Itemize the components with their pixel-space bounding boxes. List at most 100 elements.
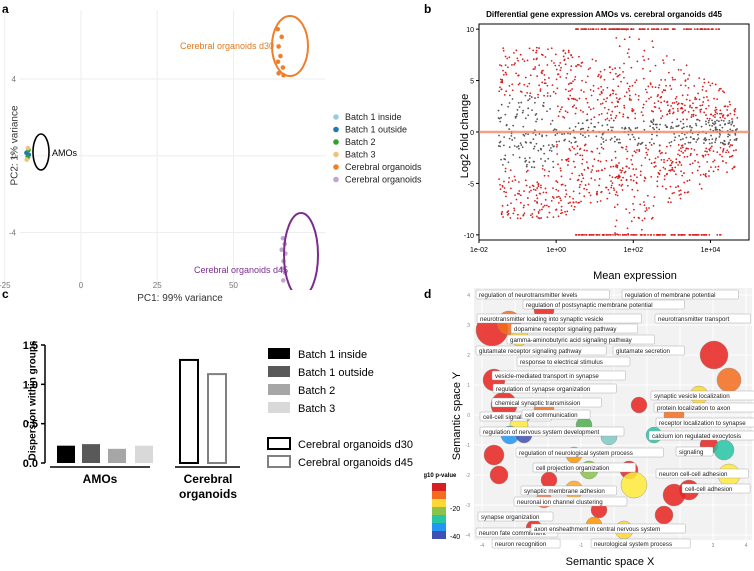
- ma-ytick-label: 5: [470, 79, 474, 86]
- dispersion-bar: [207, 373, 227, 464]
- ma-point: [536, 75, 539, 78]
- ma-point: [583, 187, 586, 190]
- ma-point: [729, 112, 732, 115]
- ma-point: [525, 141, 528, 144]
- ma-point: [508, 137, 511, 140]
- ma-point: [502, 49, 505, 52]
- ma-point: [621, 28, 623, 31]
- ma-point: [519, 53, 522, 56]
- ma-point: [681, 103, 684, 105]
- ma-point: [611, 182, 614, 185]
- ma-point: [627, 87, 630, 90]
- ma-point: [554, 92, 557, 95]
- ma-point: [634, 93, 637, 96]
- ma-point: [569, 82, 572, 85]
- semantic-term-box: [516, 356, 631, 367]
- ma-point: [683, 181, 686, 184]
- ma-point: [701, 233, 703, 236]
- ma-point: [666, 113, 668, 116]
- panel-label-b: b: [424, 2, 432, 16]
- ma-point: [689, 125, 691, 128]
- ma-point: [665, 145, 668, 148]
- ma-point: [668, 141, 671, 144]
- ma-point: [671, 102, 674, 104]
- ma-point: [552, 216, 555, 219]
- semantic-term-label: neurological system process: [594, 541, 672, 548]
- ma-point: [679, 197, 682, 200]
- ma-point: [643, 28, 645, 31]
- ma-point: [628, 36, 631, 39]
- ma-point: [614, 67, 617, 70]
- ma-point: [567, 90, 570, 93]
- ma-point: [630, 178, 632, 181]
- pca-annotation-d45: Cerebral organoids d45: [194, 265, 288, 275]
- ma-point: [653, 102, 656, 104]
- ma-point: [625, 91, 628, 94]
- ma-point: [561, 106, 563, 109]
- ma-point: [618, 66, 621, 69]
- ma-point: [572, 201, 575, 204]
- semantic-bubble: [620, 471, 648, 499]
- ma-point: [666, 126, 669, 129]
- semantic-term-box: [492, 383, 617, 394]
- semantic-ytick: 4: [467, 293, 470, 299]
- bars-group-label-amos: AMOs: [82, 472, 118, 486]
- ma-point: [552, 197, 555, 199]
- ma-point: [657, 171, 660, 174]
- ma-point: [657, 94, 659, 96]
- ma-point: [504, 113, 507, 116]
- ma-point: [525, 170, 528, 173]
- ma-point: [575, 201, 578, 203]
- ma-point: [728, 101, 731, 103]
- ma-point: [517, 181, 520, 183]
- ma-point: [677, 68, 680, 71]
- semantic-term-box: [475, 345, 607, 356]
- ma-point: [639, 174, 642, 177]
- ma-point: [665, 84, 667, 87]
- ma-point: [709, 84, 712, 87]
- ma-point: [647, 233, 649, 236]
- ma-point: [538, 84, 541, 87]
- semantic-ytick: 2: [467, 353, 470, 359]
- ma-point: [502, 216, 504, 218]
- ma-point: [729, 144, 732, 146]
- ma-point: [646, 154, 649, 156]
- ma-point: [619, 169, 622, 171]
- ma-point: [631, 163, 634, 166]
- ma-point: [704, 120, 707, 123]
- ma-point: [659, 123, 661, 126]
- ma-point: [602, 141, 605, 143]
- ma-point: [590, 122, 593, 125]
- ma-point: [609, 138, 612, 141]
- ma-point: [621, 169, 623, 172]
- ma-point: [589, 194, 592, 197]
- ma-point: [713, 97, 715, 100]
- ma-point: [670, 141, 673, 143]
- ma-point: [672, 28, 675, 31]
- legend-color-step: [432, 499, 446, 507]
- ma-point: [708, 124, 711, 127]
- ma-point: [507, 212, 510, 215]
- ma-point: [547, 144, 550, 147]
- ma-point: [705, 107, 708, 110]
- ma-point: [528, 191, 531, 193]
- ma-point: [720, 112, 723, 115]
- ma-point: [733, 109, 736, 112]
- ma-point: [602, 233, 605, 236]
- ma-point: [636, 189, 639, 192]
- ma-point: [518, 147, 520, 150]
- ma-point: [668, 197, 671, 200]
- ma-point: [705, 175, 707, 178]
- ma-point: [589, 88, 592, 91]
- ma-point: [573, 147, 576, 150]
- semantic-labels: regulation of neurotransmitter levels reg…: [475, 289, 754, 549]
- ma-point: [677, 153, 679, 156]
- ma-point: [675, 161, 678, 164]
- ma-point: [731, 167, 734, 170]
- ma-point: [659, 110, 662, 112]
- ma-point: [614, 233, 616, 236]
- ma-point: [641, 233, 643, 236]
- semantic-term-label: neuron recognition: [495, 541, 547, 548]
- ma-xtick-label: 1e+02: [623, 247, 643, 254]
- ma-point: [690, 152, 692, 155]
